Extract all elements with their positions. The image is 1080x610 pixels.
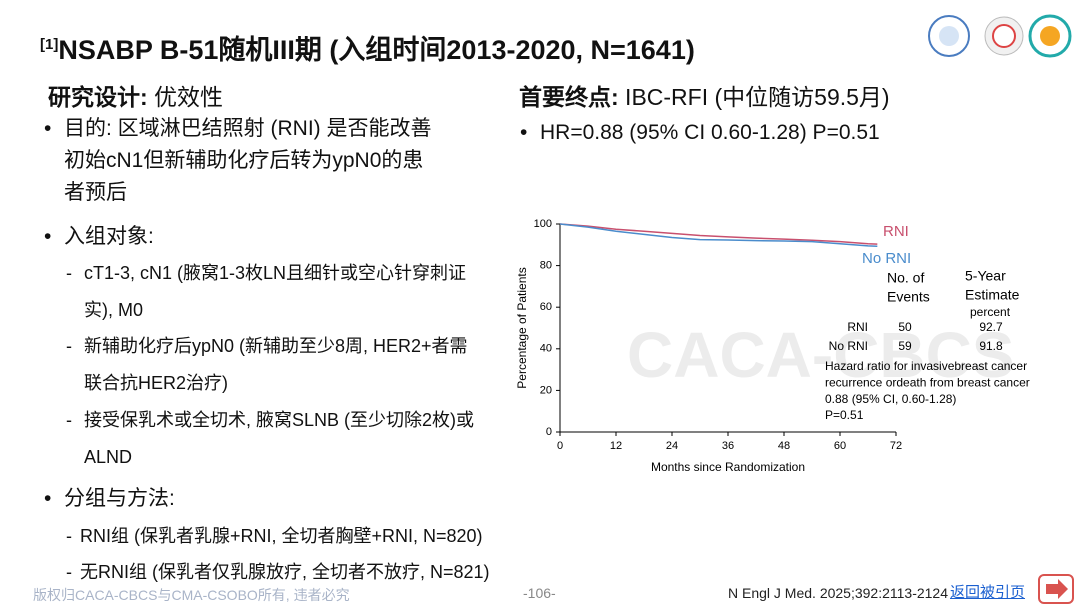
table-unit: percent [970, 305, 1011, 319]
title-text: NSABP B-51随机III期 (入组时间2013-2020, N=1641) [58, 35, 695, 65]
bullet-dot: • [520, 121, 528, 144]
sub-dash: - [66, 336, 72, 356]
y-tick-label: 80 [540, 260, 552, 272]
sub-bullet: RNI组 (保乳者乳腺+RNI, 全切者胸壁+RNI, N=820) [80, 526, 483, 546]
bullet: 入组对象: [64, 225, 154, 248]
table-header: No. of [887, 270, 924, 286]
copyright: 版权归CACA-CBCS与CMA-CSOBO所有, 违者必究 [33, 587, 350, 603]
x-tick-label: 60 [834, 440, 846, 452]
right-heading: 首要终点: IBC-RFI (中位随访59.5月) [519, 78, 890, 112]
x-tick-label: 0 [557, 440, 563, 452]
hazard-note: 0.88 (95% CI, 0.60-1.28) [825, 392, 956, 406]
left-heading: 研究设计: 优效性 [48, 78, 223, 112]
y-tick-label: 60 [540, 301, 552, 313]
sub-bullet: 新辅助化疗后ypN0 (新辅助至少8周, HER2+者需联合抗HER2治疗) [84, 336, 468, 393]
title: [1]NSABP B-51随机III期 (入组时间2013-2020, N=16… [40, 28, 695, 67]
legend-label: RNI [883, 223, 909, 240]
back-icon[interactable] [1038, 574, 1074, 604]
table-cell: 91.8 [979, 339, 1003, 353]
sub-bullet: 接受保乳术或全切术, 腋窝SLNB (至少切除2枚)或ALND [84, 410, 475, 467]
table-cell: No RNI [829, 339, 868, 353]
table-header: Estimate [965, 287, 1020, 303]
bullet-dot: • [44, 225, 52, 248]
x-tick-label: 72 [890, 440, 902, 452]
table-header: 5-Year [965, 268, 1006, 284]
y-tick-label: 0 [546, 426, 552, 438]
hazard-note: recurrence ordeath from breast cancer [825, 375, 1030, 389]
km-chart: 0 20 40 60 80 100 0 12 24 36 48 60 72 Months since Ra… [515, 218, 1030, 474]
bullet-dot: • [44, 117, 52, 140]
y-tick-label: 20 [540, 384, 552, 396]
y-axis-label: Percentage of Patients [515, 267, 529, 388]
back-link[interactable]: 返回被引页 [950, 584, 1026, 601]
logo [992, 24, 1016, 48]
km-curve [559, 223, 878, 248]
heading-text: IBC-RFI (中位随访59.5月) [618, 84, 890, 110]
x-tick-label: 24 [666, 440, 678, 452]
sub-bullet: 无RNI组 (保乳者仅乳腺放疗, 全切者不放疗, N=821) [80, 562, 490, 582]
sub-dash: - [66, 526, 72, 546]
x-tick-label: 48 [778, 440, 790, 452]
heading-label: 研究设计: [48, 84, 148, 110]
table-header: Events [887, 289, 930, 305]
sub-dash: - [66, 263, 72, 283]
sub-dash: - [66, 410, 72, 430]
sub-dash: - [66, 562, 72, 582]
table-cell: RNI [847, 320, 868, 334]
x-tick-label: 12 [610, 440, 622, 452]
heading-text: 优效性 [147, 84, 224, 110]
bullet: 分组与方法: [64, 487, 175, 510]
bullet: HR=0.88 (95% CI 0.60-1.28) P=0.51 [540, 121, 880, 144]
y-tick-label: 100 [534, 218, 552, 230]
table-cell: 59 [898, 339, 912, 353]
km-curve [559, 223, 878, 245]
x-tick-label: 36 [722, 440, 734, 452]
logos [928, 14, 1072, 58]
x-axis-label: Months since Randomization [651, 460, 805, 474]
logo [939, 26, 959, 46]
logo [1040, 26, 1060, 46]
hazard-note: Hazard ratio for invasivebreast cancer [825, 359, 1027, 373]
title-ref: [1] [40, 36, 59, 53]
legend-label: No RNI [862, 250, 911, 267]
sub-bullet: cT1-3, cN1 (腋窝1-3枚LN且细针或空心针穿刺证实), M0 [84, 263, 467, 320]
y-tick-label: 40 [540, 343, 552, 355]
table-cell: 50 [898, 320, 912, 334]
bullet-dot: • [44, 487, 52, 510]
page-number: -106- [523, 585, 556, 601]
citation: N Engl J Med. 2025;392:2113-2124 [728, 585, 949, 601]
bullet: 目的: 区域淋巴结照射 (RNI) 是否能改善初始cN1但新辅助化疗后转为ypN… [64, 117, 432, 204]
hazard-note: P=0.51 [825, 408, 864, 422]
heading-label: 首要终点: [519, 84, 619, 110]
table-cell: 92.7 [979, 320, 1003, 334]
icon-arrow [1046, 579, 1068, 599]
watermark: CACA-CBCS [627, 319, 1015, 391]
